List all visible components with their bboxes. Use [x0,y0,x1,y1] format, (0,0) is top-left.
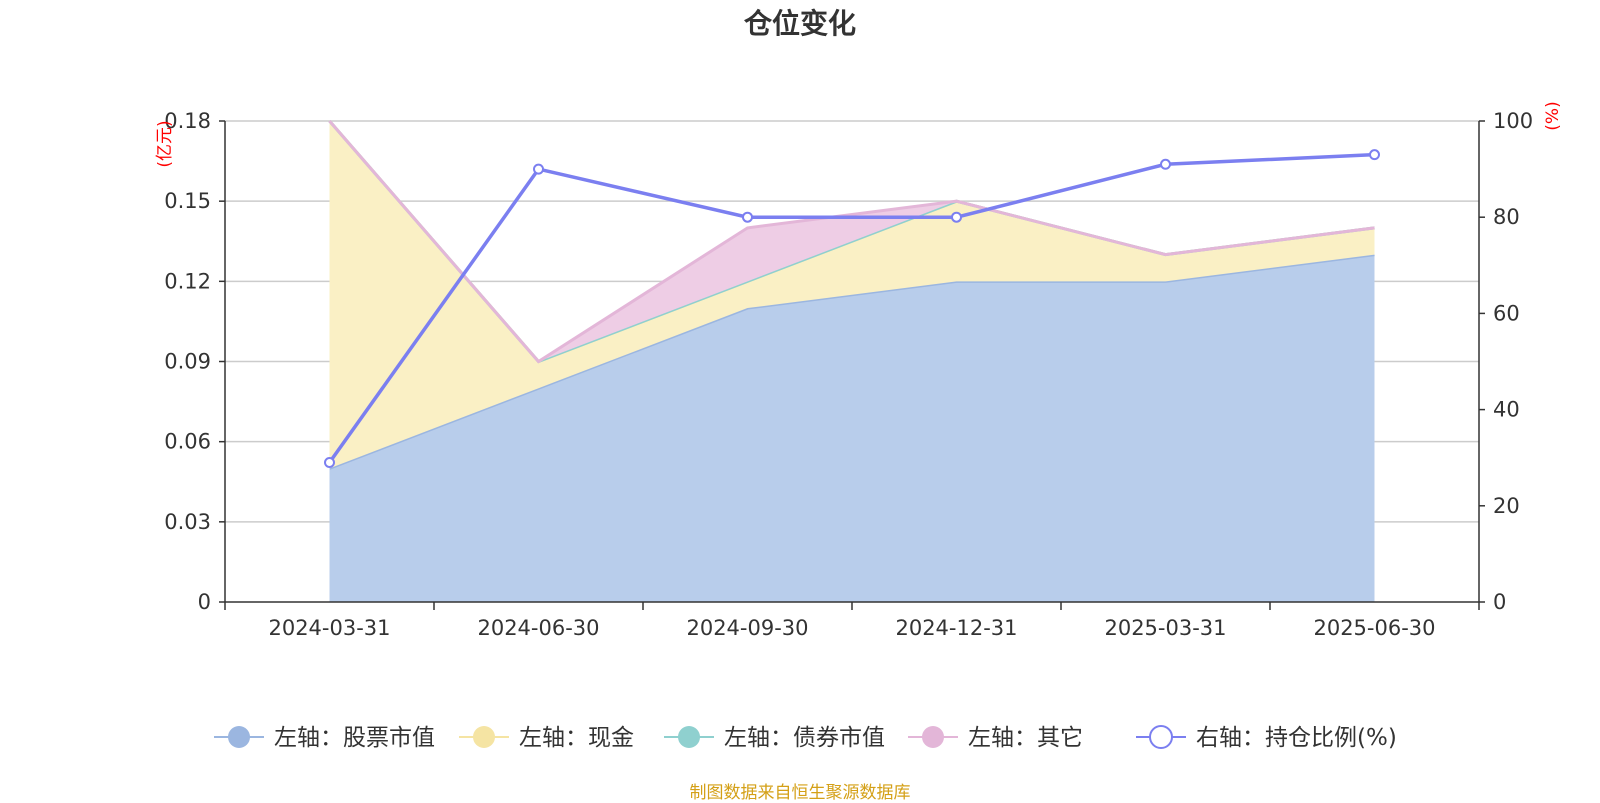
source-note: 制图数据来自恒生聚源数据库 [689,783,911,803]
x-tick-label: 2024-12-31 [895,616,1017,640]
right-tick-label: 60 [1493,301,1520,325]
ratio-point [324,457,335,469]
right-axis-unit: (%) [1543,101,1563,130]
right-tick-label: 80 [1493,205,1520,229]
legend-item[interactable]: 右轴：持仓比例(%) [1136,725,1397,751]
x-tick-label: 2025-03-31 [1104,616,1226,640]
area-line [328,120,1375,364]
ratio-point [951,211,962,223]
legend-label: 左轴：债券市值 [724,725,885,751]
ratio-point [1369,149,1380,161]
axis-labels: 0 0.03 0.06 0.09 0.12 0.15 0.18 0 20 40 60 80 100 202… [155,101,1563,640]
ratio-point [1160,158,1171,170]
left-tick-label: 0 [198,590,211,614]
area-fill [329,254,1375,602]
right-tick-label: 20 [1493,494,1520,518]
left-tick-label: 0.09 [164,350,211,374]
legend-item[interactable]: 左轴：其它 [908,725,1083,751]
legend-item[interactable]: 左轴：股票市值 [214,725,435,751]
legend: 左轴：股票市值 左轴：现金 左轴：债券市值 左轴：其它 右轴：持仓比例(%) [214,725,1397,751]
ratio-line [328,152,1375,464]
ratio-point [742,211,753,223]
area-fill [329,121,1375,362]
left-tick-label: 0.06 [164,430,211,454]
x-tick-label: 2024-09-30 [686,616,808,640]
legend-item[interactable]: 左轴：现金 [459,725,634,751]
legend-marker [228,726,250,748]
left-tick-label: 0.12 [164,269,211,293]
left-tick-label: 0.15 [164,189,211,213]
chart-title: 仓位变化 [743,7,856,40]
legend-label: 左轴：现金 [519,725,634,751]
area-series [328,120,1375,602]
right-tick-label: 40 [1493,398,1520,422]
axes [219,120,1485,610]
legend-label: 左轴：股票市值 [274,725,435,751]
legend-marker [678,726,700,748]
ratio-line-series [324,149,1380,469]
x-tick-label: 2025-06-30 [1313,616,1435,640]
legend-label: 右轴：持仓比例(%) [1196,725,1397,751]
legend-marker [473,726,495,748]
left-tick-label: 0.18 [164,109,211,133]
left-axis-unit: (亿元) [155,120,175,167]
right-tick-label: 100 [1493,109,1533,133]
left-tick-label: 0.03 [164,510,211,534]
right-tick-label: 0 [1493,590,1506,614]
legend-marker [922,726,944,748]
x-tick-label: 2024-03-31 [268,616,390,640]
legend-label: 左轴：其它 [968,725,1083,751]
legend-item[interactable]: 左轴：债券市值 [664,725,885,751]
ratio-point [533,163,544,175]
x-tick-label: 2024-06-30 [477,616,599,640]
legend-marker [1149,725,1173,749]
